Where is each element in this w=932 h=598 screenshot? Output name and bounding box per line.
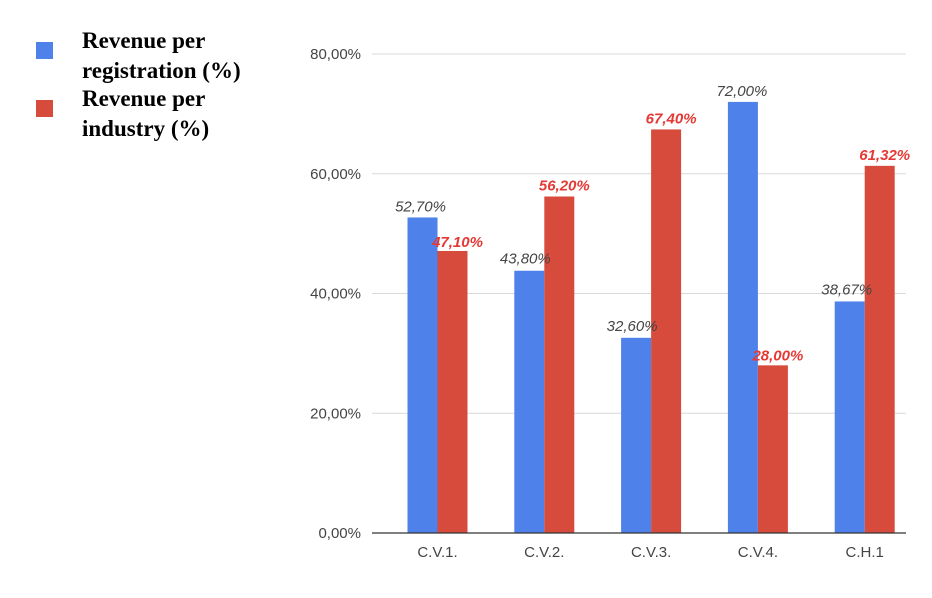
data-label: 32,60% [607, 318, 658, 335]
x-tick-label: C.H.1 [846, 544, 884, 561]
data-label: 67,40% [646, 110, 697, 127]
x-tick-label: C.V.4. [738, 544, 778, 561]
bar-registration [514, 270, 545, 533]
legend-label: Revenue per [82, 28, 205, 53]
legend-label: industry (%) [82, 116, 209, 141]
bar-registration [621, 337, 652, 533]
data-label: 72,00% [716, 83, 767, 100]
bar-registration [407, 217, 438, 534]
legend-label: Revenue per [82, 86, 205, 111]
legend-swatch [36, 100, 53, 117]
y-axis-ticks: 0,00% 20,00% 40,00% 60,00% 80,00% [310, 46, 361, 542]
data-label: 28,00% [751, 347, 803, 364]
bar-registration [727, 101, 758, 534]
bar-industry [757, 365, 788, 533]
x-axis-ticks: C.V.1. C.V.2. C.V.3. C.V.4. C.H.1 [417, 544, 884, 561]
data-label: 52,70% [395, 198, 446, 215]
legend-label: registration (%) [82, 58, 241, 83]
y-tick-label: 20,00% [310, 405, 361, 422]
data-label: 61,32% [859, 147, 910, 164]
bar-industry [544, 196, 575, 533]
y-tick-label: 60,00% [310, 166, 361, 183]
data-label: 47,10% [431, 234, 483, 251]
data-label: 56,20% [539, 178, 590, 195]
y-tick-label: 0,00% [318, 525, 361, 542]
bar-industry [437, 250, 468, 533]
legend: Revenue per registration (%) Revenue per in… [36, 28, 241, 141]
y-tick-label: 40,00% [310, 286, 361, 303]
legend-swatch [36, 42, 53, 59]
x-tick-label: C.V.3. [631, 544, 671, 561]
bar-registration [834, 301, 865, 533]
x-tick-label: C.V.2. [524, 544, 564, 561]
data-label: 38,67% [821, 281, 872, 298]
bar-industry [651, 129, 682, 533]
x-tick-label: C.V.1. [417, 544, 457, 561]
bar-industry [864, 165, 895, 533]
bars [407, 101, 895, 534]
data-label: 43,80% [500, 251, 551, 268]
data-labels: 52,70% 47,10% 43,80% 56,20% 32,60% 67,40% 72,0… [395, 83, 910, 364]
y-tick-label: 80,00% [310, 46, 361, 63]
